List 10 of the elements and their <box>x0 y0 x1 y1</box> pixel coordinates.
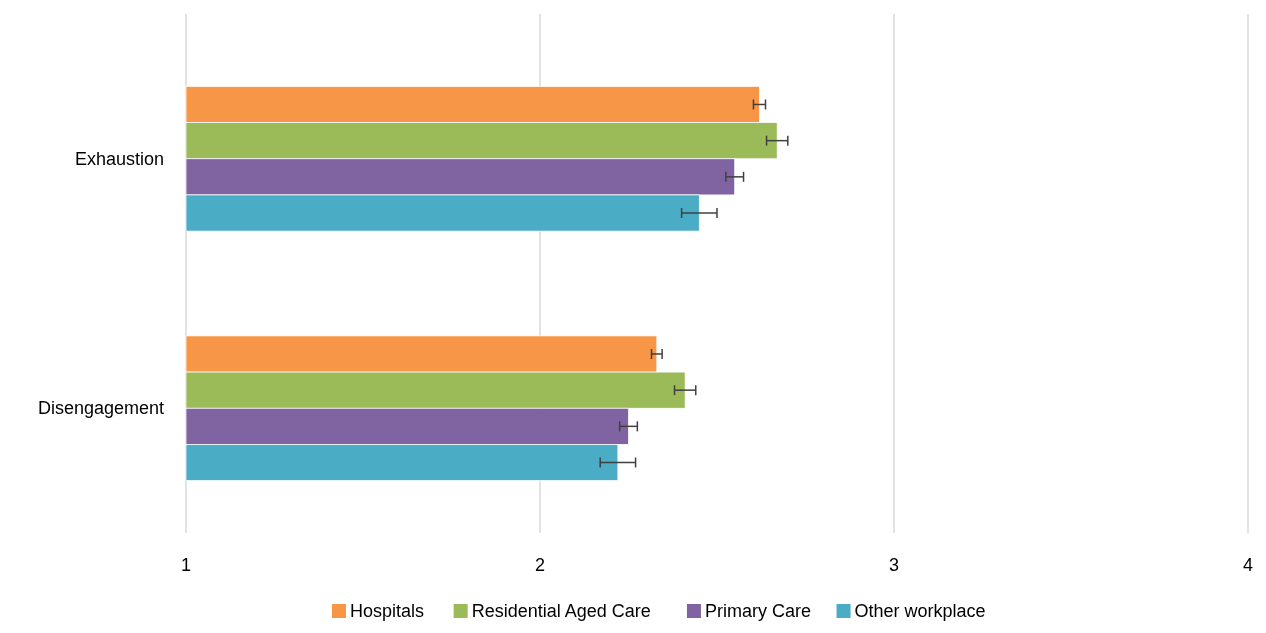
legend-label: Residential Aged Care <box>471 601 651 621</box>
x-tick-label: 4 <box>1242 555 1254 575</box>
legend-label: Hospitals <box>349 601 424 621</box>
y-tick-label: Exhaustion <box>74 148 164 169</box>
x-tick-label: 3 <box>888 555 900 575</box>
y-tick-label: Disengagement <box>37 398 164 419</box>
x-tick-label: 2 <box>534 555 546 575</box>
x-tick-label: 1 <box>180 555 192 575</box>
legend-label: Primary Care <box>704 601 811 621</box>
legend-label: Other workplace <box>854 601 986 621</box>
